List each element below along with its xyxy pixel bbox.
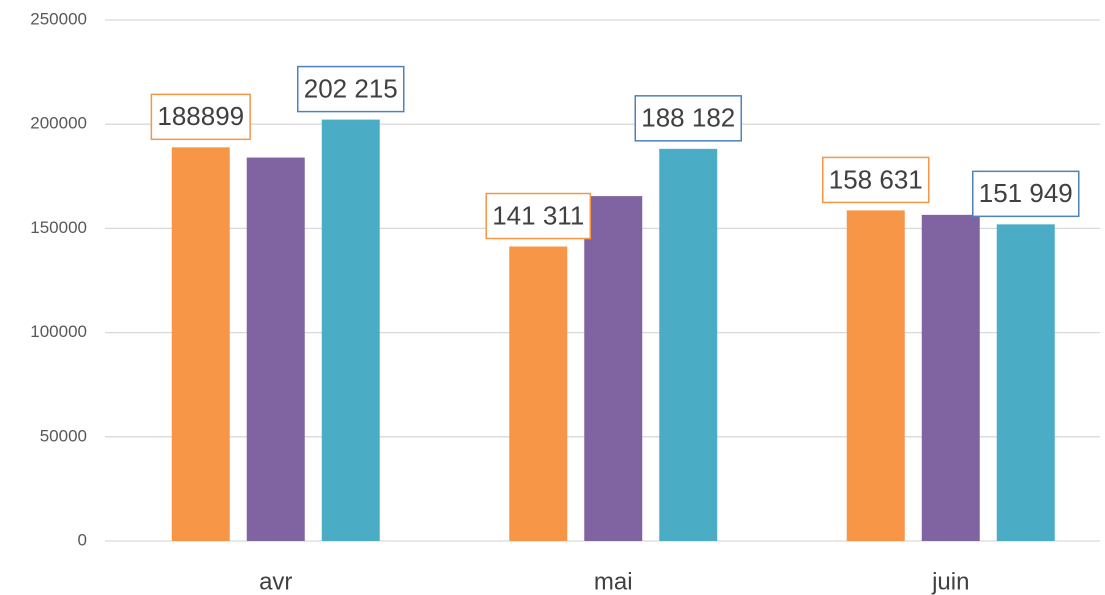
data-label-box bbox=[150, 93, 251, 141]
data-label-box bbox=[972, 170, 1080, 218]
data-label: 202 215 bbox=[304, 73, 398, 103]
y-tick-label: 100000 bbox=[30, 322, 87, 341]
data-label-box bbox=[485, 192, 592, 240]
data-label: 188899 bbox=[157, 101, 244, 131]
y-tick-label: 150000 bbox=[30, 218, 87, 237]
data-label-box bbox=[822, 156, 930, 204]
bar bbox=[921, 214, 980, 541]
y-tick-label: 50000 bbox=[40, 426, 87, 445]
bar bbox=[584, 196, 643, 541]
bar bbox=[846, 210, 905, 541]
data-label: 188 182 bbox=[641, 103, 735, 133]
data-label-box bbox=[634, 95, 742, 142]
bar bbox=[659, 148, 718, 541]
bar bbox=[996, 224, 1055, 541]
x-tick-label: juin bbox=[931, 568, 969, 595]
data-label: 151 949 bbox=[979, 178, 1073, 208]
data-label-box bbox=[297, 65, 405, 113]
bar bbox=[509, 246, 568, 541]
data-label: 158 631 bbox=[829, 164, 923, 194]
x-tick-label: mai bbox=[594, 568, 633, 595]
bar bbox=[171, 147, 230, 542]
bar bbox=[321, 119, 380, 542]
y-tick-label: 200000 bbox=[30, 114, 87, 133]
x-tick-label: avr bbox=[259, 568, 292, 595]
data-label: 141 311 bbox=[492, 200, 584, 230]
y-tick-label: 250000 bbox=[30, 9, 87, 28]
y-tick-label: 0 bbox=[78, 530, 87, 549]
bar bbox=[246, 157, 305, 541]
